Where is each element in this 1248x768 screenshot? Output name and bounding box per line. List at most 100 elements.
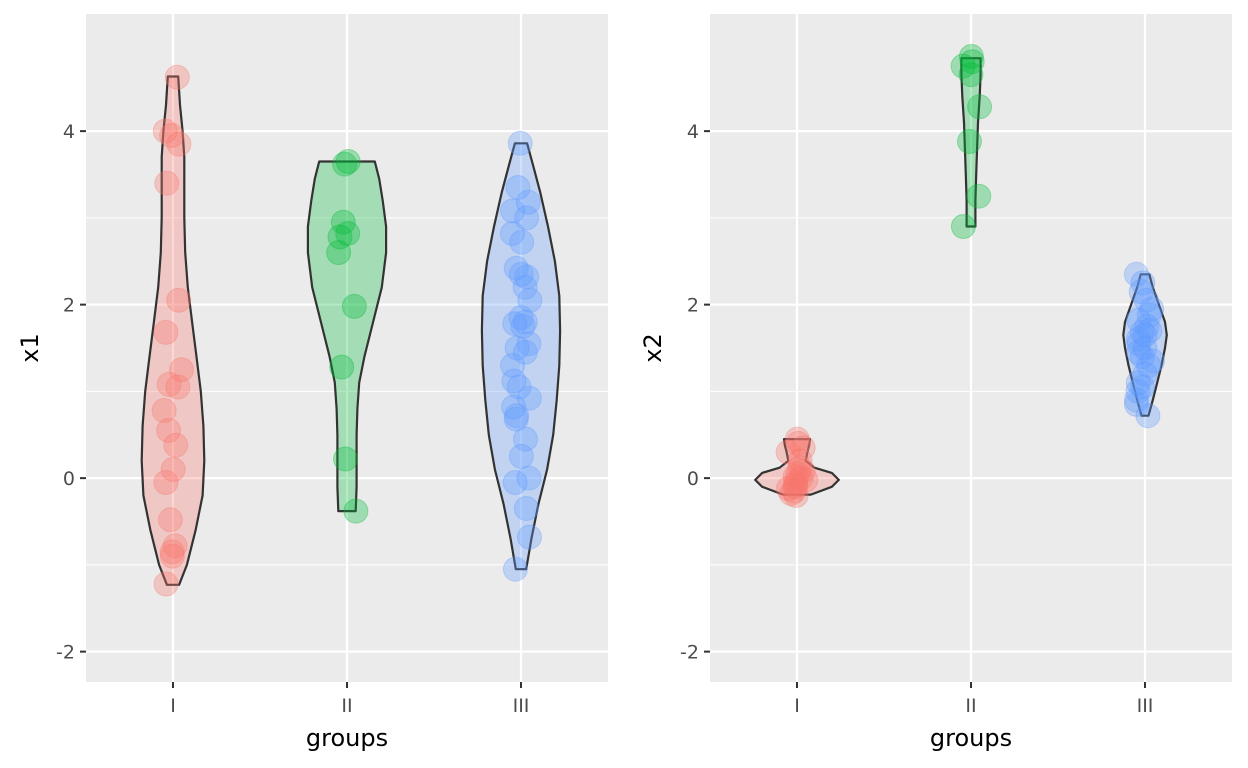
violin-I (140, 75, 206, 586)
y-axis-ticks: -2 0 2 4 (56, 121, 86, 664)
data-point (782, 463, 808, 489)
data-point (333, 446, 358, 472)
x-axis-title: groups (306, 724, 388, 752)
data-point (503, 255, 529, 281)
data-point (510, 313, 536, 339)
data-point (1126, 326, 1151, 352)
data-point (157, 507, 183, 533)
violin-I (754, 438, 840, 496)
violin-III (1122, 273, 1168, 417)
data-point (1140, 348, 1165, 374)
data-point (515, 189, 541, 215)
data-point (1133, 287, 1159, 313)
data-point (778, 481, 804, 507)
data-point (783, 483, 809, 508)
data-point (154, 170, 180, 196)
data-point (787, 448, 813, 474)
data-point (514, 205, 540, 231)
data-point (327, 224, 353, 250)
data-point (508, 305, 534, 331)
data-point (1135, 403, 1161, 429)
data-point (164, 64, 190, 90)
data-point (159, 543, 185, 569)
data-point (516, 331, 542, 357)
data-point (517, 524, 542, 550)
data-point (166, 287, 192, 313)
jitter-points (775, 44, 1165, 508)
x-axis-title: groups (930, 724, 1012, 752)
data-point (967, 94, 993, 120)
gridlines (86, 14, 608, 682)
data-point (502, 470, 528, 495)
violins (754, 57, 1168, 496)
data-point (783, 474, 808, 500)
data-point (156, 417, 182, 443)
data-point (513, 426, 538, 452)
y-tick-label: 4 (63, 121, 75, 143)
x-tick-label: II (965, 695, 976, 717)
data-point (159, 123, 185, 148)
data-point (508, 443, 534, 469)
y-axis-title: x2 (639, 333, 667, 362)
data-point (966, 183, 992, 209)
data-point (783, 472, 809, 498)
data-point (508, 261, 534, 287)
violin-II (306, 160, 388, 513)
data-point (1123, 261, 1149, 287)
jitter-points (151, 64, 543, 597)
data-point (1132, 361, 1158, 387)
violin-II (960, 57, 982, 228)
data-point (1124, 391, 1149, 417)
data-point (790, 458, 816, 484)
data-point (503, 406, 529, 432)
y-tick-label: 4 (687, 121, 699, 143)
data-point (1124, 387, 1149, 413)
data-point (1130, 270, 1156, 296)
x-tick-label: III (513, 695, 530, 717)
data-point (512, 274, 538, 300)
data-point (1139, 296, 1165, 322)
data-point (153, 470, 179, 495)
data-point (516, 465, 542, 491)
y-tick-label: -2 (56, 642, 75, 664)
data-point (512, 309, 538, 335)
data-point (958, 44, 984, 69)
data-point (1125, 370, 1151, 396)
data-point (782, 470, 808, 495)
data-point (959, 49, 985, 75)
data-point (501, 394, 527, 420)
data-point (788, 465, 814, 491)
data-point (502, 556, 528, 582)
data-point (1129, 319, 1155, 345)
data-point (341, 293, 367, 319)
data-point (160, 457, 186, 482)
violins (140, 75, 562, 586)
data-point (500, 198, 526, 224)
data-point (785, 430, 811, 456)
data-point (504, 335, 530, 361)
data-point (329, 354, 355, 380)
data-point (512, 339, 538, 365)
data-point (1137, 318, 1163, 344)
data-point (162, 533, 188, 559)
data-point (785, 461, 811, 487)
data-point (1129, 374, 1155, 400)
data-point (1136, 302, 1162, 328)
data-point (787, 455, 813, 481)
data-point (156, 371, 182, 397)
data-point (1134, 313, 1160, 339)
data-point (1128, 279, 1154, 305)
data-point (790, 435, 816, 461)
data-point (505, 175, 531, 200)
data-point (514, 264, 540, 290)
data-point (775, 476, 801, 501)
x-tick-label: II (341, 695, 352, 717)
data-point (163, 432, 189, 458)
data-point (159, 539, 185, 565)
data-point (166, 131, 192, 157)
x-axis-ticks: I II III (794, 682, 1153, 717)
x-tick-label: I (170, 695, 176, 717)
y-tick-label: 2 (687, 295, 699, 317)
